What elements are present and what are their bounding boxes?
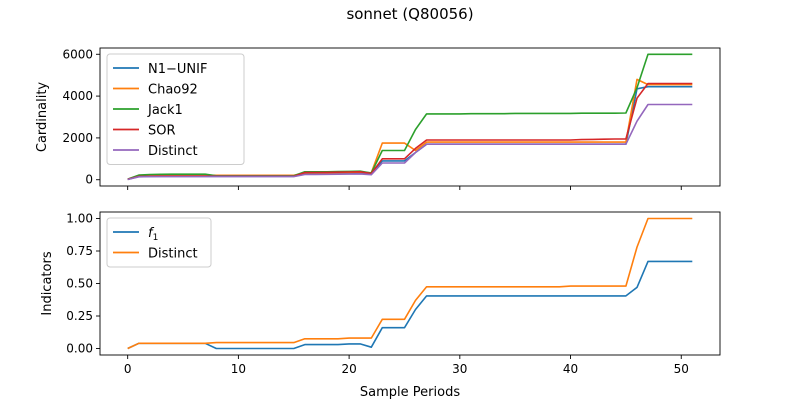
y-tick-label: 0.25: [66, 309, 93, 323]
legend-label: Distinct: [148, 247, 198, 262]
plot-frame: [99, 47, 721, 187]
y-tick-label: 0: [85, 173, 93, 187]
x-tick-label: 30: [452, 362, 467, 376]
legend-label: N1−UNIF: [148, 62, 207, 77]
y-tick-label: 0.00: [66, 342, 93, 356]
x-tick-label: 20: [341, 362, 356, 376]
y-tick-label: 0.75: [66, 244, 93, 258]
x-tick-label: 50: [674, 362, 689, 376]
y-axis-label: Cardinality: [35, 82, 50, 153]
x-tick-label: 10: [231, 362, 246, 376]
legend-label: Distinct: [148, 144, 198, 159]
figure-title: sonnet (Q80056): [346, 5, 473, 23]
legend-box: [106, 217, 212, 268]
y-axis-label: Indicators: [40, 251, 55, 315]
legend-box: [106, 53, 245, 165]
series-line-distinct: [127, 217, 693, 350]
top-panel-cardinality: 0 2000 4000 6000 Cardinality N1−UNIF Chao92 Jac…: [35, 47, 721, 190]
series-line-f: [127, 260, 693, 350]
y-tick-label: 2000: [62, 131, 93, 145]
y-tick-label: 4000: [62, 89, 93, 103]
legend-label: Chao92: [148, 83, 198, 98]
y-tick-label: 6000: [62, 47, 93, 61]
y-tick-label: 0.50: [66, 277, 93, 291]
x-axis-label: Sample Periods: [360, 385, 460, 400]
bottom-panel-indicators: 0 10 20 30 40 50 0.00 0.25 0.50 0.75 1.00 Indicator…: [40, 212, 721, 376]
x-tick-label: 40: [563, 362, 578, 376]
legend-label: SOR: [148, 124, 176, 139]
y-tick-label: 1.00: [66, 212, 93, 226]
x-tick-label: 0: [124, 362, 132, 376]
series-line-distinct: [127, 103, 693, 181]
legend-label: f1: [148, 226, 158, 243]
legend-label: Jack1: [147, 103, 183, 118]
